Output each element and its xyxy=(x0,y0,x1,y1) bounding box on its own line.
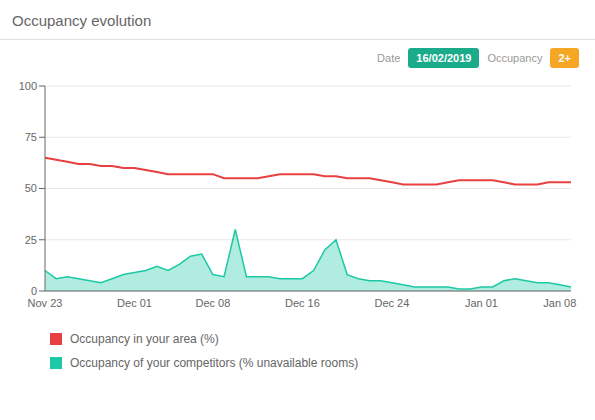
svg-text:50: 50 xyxy=(25,182,37,194)
html-text:16/02/2019: 16/02/2019 xyxy=(416,52,472,64)
svg-text:25: 25 xyxy=(25,234,37,246)
html-text:Occupancy in your area (%): Occupancy in your area (%) xyxy=(70,332,219,346)
svg-text:0: 0 xyxy=(31,285,37,297)
svg-text:Jan 08: Jan 08 xyxy=(543,297,576,309)
svg-text:Dec 08: Dec 08 xyxy=(195,297,230,309)
svg-text:Jan 01: Jan 01 xyxy=(465,297,498,309)
svg-text:75: 75 xyxy=(25,131,37,143)
html-text:2+: 2+ xyxy=(558,52,571,64)
svg-text:Nov 23: Nov 23 xyxy=(28,297,63,309)
svg-text:100: 100 xyxy=(19,80,37,92)
html-text:Occupancy of your competitors: Occupancy of your competitors (% unavail… xyxy=(70,356,359,370)
html-text:Occupancy: Occupancy xyxy=(487,52,543,64)
html-text:Occupancy evolution: Occupancy evolution xyxy=(12,12,152,29)
svg-text:Dec 01: Dec 01 xyxy=(117,297,152,309)
html-text:Date: Date xyxy=(377,52,401,64)
svg-text:Dec 24: Dec 24 xyxy=(375,297,410,309)
svg-text:Dec 16: Dec 16 xyxy=(285,297,320,309)
